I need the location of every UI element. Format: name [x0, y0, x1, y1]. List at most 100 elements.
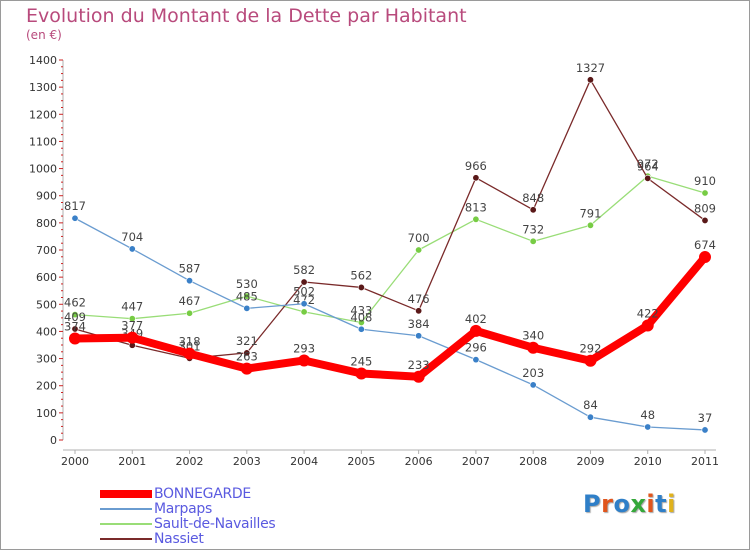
- data-label-sault-de-navailles: 462: [64, 296, 86, 310]
- y-tick-label: 1300: [29, 81, 57, 94]
- data-label-marpaps: 408: [350, 310, 372, 324]
- y-tick-label: 200: [36, 380, 57, 393]
- data-point-marpaps: [415, 332, 423, 340]
- data-point-sault-de-navailles: [472, 215, 480, 223]
- data-point-sault-de-navailles: [71, 311, 79, 319]
- legend-item-nassiet: Nassiet: [100, 530, 275, 547]
- data-point-nassiet: [529, 206, 537, 214]
- chart-subtitle: (en €): [26, 28, 62, 42]
- legend-label-marpaps: Marpaps: [154, 500, 212, 517]
- x-tick-label: 2003: [233, 455, 261, 468]
- y-tick-label: 800: [36, 217, 57, 230]
- data-point-sault-de-navailles: [415, 246, 423, 254]
- data-label-sault-de-navailles: 472: [293, 293, 315, 307]
- y-tick-label: 500: [36, 298, 57, 311]
- data-point-nassiet: [71, 325, 79, 333]
- data-label-bonnegarde: 674: [694, 238, 716, 252]
- data-label-bonnegarde: 402: [465, 312, 487, 326]
- y-tick-label: 400: [36, 325, 57, 338]
- y-tick-label: 600: [36, 271, 57, 284]
- data-point-bonnegarde: [641, 319, 654, 332]
- y-tick-label: 1200: [29, 108, 57, 121]
- data-point-sault-de-navailles: [586, 221, 594, 229]
- data-point-bonnegarde: [527, 341, 540, 354]
- data-label-marpaps: 203: [522, 366, 544, 380]
- data-label-sault-de-navailles: 467: [179, 294, 201, 308]
- x-tick-label: 2007: [462, 455, 490, 468]
- series-line-bonnegarde: [71, 253, 709, 381]
- data-label-nassiet: 809: [694, 201, 716, 215]
- data-label-bonnegarde: 293: [293, 341, 315, 355]
- legend-swatch-nassiet: [100, 537, 152, 540]
- x-tick-label: 2004: [290, 455, 318, 468]
- x-tick-label: 2006: [405, 455, 433, 468]
- legend-label-sault-de-navailles: Sault-de-Navailles: [154, 515, 276, 532]
- series-line-sault-de-navailles: [74, 175, 706, 324]
- data-label-nassiet: 966: [465, 159, 487, 173]
- x-tick-label: 2011: [691, 455, 719, 468]
- data-point-sault-de-navailles: [186, 309, 194, 317]
- data-point-nassiet: [300, 278, 308, 286]
- data-label-nassiet: 321: [236, 334, 258, 348]
- data-point-bonnegarde: [298, 354, 311, 367]
- data-point-nassiet: [644, 174, 652, 182]
- legend-item-bonnegarde: BONNEGARDE: [100, 486, 275, 502]
- data-label-bonnegarde: 233: [408, 358, 430, 372]
- data-label-sault-de-navailles: 530: [236, 277, 258, 291]
- data-point-bonnegarde: [699, 251, 711, 264]
- data-label-sault-de-navailles: 447: [121, 300, 143, 314]
- y-tick-label: 0: [50, 434, 57, 447]
- data-label-bonnegarde: 377: [121, 319, 143, 333]
- data-label-marpaps: 587: [179, 262, 201, 276]
- data-label-bonnegarde: 374: [64, 319, 86, 333]
- data-point-bonnegarde: [412, 370, 425, 383]
- data-label-nassiet: 848: [522, 191, 544, 205]
- data-label-nassiet: 562: [350, 268, 372, 282]
- data-label-sault-de-navailles: 433: [350, 303, 372, 317]
- y-tick-label: 700: [36, 244, 57, 257]
- series-line-nassiet: [74, 79, 706, 359]
- legend-swatch-marpaps: [100, 507, 152, 510]
- data-point-nassiet: [357, 283, 365, 291]
- y-tick-label: 900: [36, 190, 57, 203]
- data-point-sault-de-navailles: [300, 308, 308, 316]
- data-label-nassiet: 582: [293, 263, 315, 277]
- x-tick-label: 2002: [176, 455, 204, 468]
- data-label-marpaps: 817: [64, 199, 86, 213]
- data-point-marpaps: [701, 426, 709, 434]
- y-tick-label: 1400: [29, 54, 57, 67]
- legend-label-nassiet: Nassiet: [154, 530, 204, 547]
- data-point-nassiet: [243, 349, 251, 357]
- legend-swatch-bonnegarde: [100, 489, 152, 498]
- data-point-nassiet: [415, 307, 423, 315]
- x-tick-label: 2010: [634, 455, 662, 468]
- data-label-marpaps: 502: [293, 285, 315, 299]
- data-label-bonnegarde: 245: [350, 355, 372, 369]
- data-point-marpaps: [586, 413, 594, 421]
- data-point-marpaps: [128, 245, 136, 253]
- legend-item-marpaps: Marpaps: [100, 500, 275, 517]
- x-tick-label: 2000: [61, 455, 89, 468]
- data-point-nassiet: [701, 216, 709, 224]
- data-label-sault-de-navailles: 910: [694, 174, 716, 188]
- data-point-sault-de-navailles: [243, 292, 251, 300]
- x-tick-label: 2008: [519, 455, 547, 468]
- data-point-sault-de-navailles: [529, 237, 537, 245]
- chart-title: Evolution du Montant de la Dette par Hab…: [26, 5, 467, 27]
- data-point-bonnegarde: [355, 367, 368, 380]
- data-point-bonnegarde: [240, 362, 253, 375]
- x-tick-label: 2009: [576, 455, 604, 468]
- data-label-marpaps: 485: [236, 289, 258, 303]
- data-point-marpaps: [357, 325, 365, 333]
- data-point-bonnegarde: [69, 332, 81, 345]
- data-label-sault-de-navailles: 700: [408, 231, 430, 245]
- legend-swatch-sault-de-navailles: [100, 522, 152, 525]
- y-tick-label: 100: [36, 407, 57, 420]
- legend-item-sault-de-navailles: Sault-de-Navailles: [100, 515, 276, 532]
- data-label-marpaps: 704: [121, 230, 143, 244]
- data-label-nassiet: 1327: [576, 61, 605, 75]
- y-tick-label: 1000: [29, 163, 57, 176]
- data-point-bonnegarde: [183, 347, 196, 360]
- x-tick-label: 2005: [347, 455, 375, 468]
- data-label-bonnegarde: 422: [637, 306, 659, 320]
